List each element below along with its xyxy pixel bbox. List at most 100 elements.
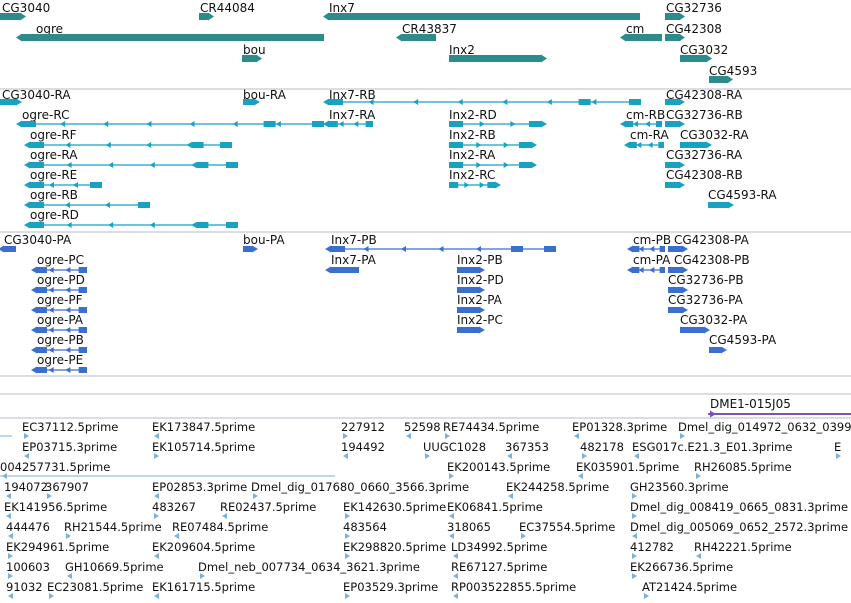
est-label[interactable]: EK035901.5prime: [576, 460, 679, 474]
cds-label[interactable]: ogre-PE: [37, 353, 83, 367]
transcripts-label[interactable]: CG3040-RA: [2, 88, 71, 102]
cds-block[interactable]: [37, 307, 47, 313]
est-label[interactable]: 52598: [404, 420, 441, 434]
cds-block[interactable]: [78, 267, 87, 273]
est-label[interactable]: RE07484.5prime: [172, 520, 268, 534]
cds-block[interactable]: [331, 246, 345, 252]
cds-label[interactable]: CG42308-PB: [674, 253, 750, 267]
est-feature[interactable]: [154, 593, 159, 599]
est-label[interactable]: 367907: [45, 480, 89, 494]
gene-feature[interactable]: [709, 76, 727, 83]
est-feature[interactable]: [644, 593, 649, 599]
exon-block[interactable]: [196, 222, 209, 228]
est-feature[interactable]: [154, 553, 159, 559]
cds-label[interactable]: Inx7-PA: [331, 253, 377, 267]
exon-block[interactable]: [529, 121, 541, 127]
exon-block[interactable]: [665, 99, 679, 105]
est-feature[interactable]: [445, 433, 450, 439]
est-label[interactable]: RP003522855.5prime: [451, 580, 576, 594]
est-label[interactable]: EK161715.5prime: [152, 580, 255, 594]
gene-label[interactable]: CR44084: [200, 1, 255, 15]
est-feature[interactable]: [47, 493, 52, 499]
est-label[interactable]: EK266736.5prime: [630, 560, 733, 574]
exon-block[interactable]: [449, 182, 459, 188]
est-feature[interactable]: [632, 533, 637, 539]
est-feature[interactable]: [345, 593, 350, 599]
exon-block[interactable]: [30, 182, 44, 188]
est-feature[interactable]: [6, 493, 11, 499]
cds-label[interactable]: ogre-PA: [37, 313, 84, 327]
est-label[interactable]: Dmel_dig_014972_0632_0399.: [678, 420, 851, 434]
est-feature[interactable]: [24, 433, 29, 439]
exon-block[interactable]: [449, 121, 463, 127]
gene-feature[interactable]: [680, 55, 706, 62]
gene-label[interactable]: Inx7: [329, 1, 355, 15]
est-label[interactable]: 91032: [6, 580, 43, 594]
est-label[interactable]: RH26085.5prime: [694, 460, 792, 474]
cds-label[interactable]: Inx2-PC: [457, 313, 503, 327]
transcripts-label[interactable]: CG32736-RA: [666, 148, 743, 162]
cds-block[interactable]: [668, 307, 682, 313]
gene-feature[interactable]: [626, 34, 662, 41]
est-label[interactable]: 194072: [4, 480, 48, 494]
est-feature[interactable]: [449, 473, 454, 479]
cds-block[interactable]: [668, 287, 682, 293]
cds-block[interactable]: [243, 246, 252, 252]
exon-block[interactable]: [519, 142, 531, 148]
exon-block[interactable]: [665, 162, 679, 168]
gene-label[interactable]: ogre: [36, 22, 63, 36]
cds-label[interactable]: Inx2-PB: [457, 253, 503, 267]
est-label[interactable]: RE02437.5prime: [220, 500, 316, 514]
cds-block[interactable]: [4, 246, 16, 252]
exon-block[interactable]: [263, 121, 276, 127]
gene-label[interactable]: Inx2: [449, 43, 475, 57]
cds-label[interactable]: cm-PA: [633, 253, 671, 267]
est-feature[interactable]: [345, 513, 350, 519]
exon-block[interactable]: [243, 99, 254, 105]
est-label[interactable]: EK294961.5prime: [6, 540, 109, 554]
est-feature[interactable]: [632, 573, 637, 579]
cds-block[interactable]: [457, 307, 479, 313]
est-label[interactable]: EK209604.5prime: [152, 540, 255, 554]
cds-block[interactable]: [37, 327, 47, 333]
gene-feature[interactable]: [199, 13, 208, 20]
gene-feature[interactable]: [0, 13, 20, 20]
transcripts-label[interactable]: Inx7-RA: [329, 108, 376, 122]
est-label[interactable]: EC37554.5prime: [519, 520, 615, 534]
est-feature[interactable]: [8, 553, 13, 559]
gene-feature[interactable]: [449, 55, 541, 62]
est-feature[interactable]: [632, 553, 637, 559]
cds-block[interactable]: [633, 246, 640, 252]
exon-block[interactable]: [90, 182, 102, 188]
est-label[interactable]: EK200143.5prime: [447, 460, 550, 474]
est-feature[interactable]: [632, 493, 637, 499]
est-feature[interactable]: [49, 593, 54, 599]
cds-label[interactable]: ogre-PB: [37, 333, 84, 347]
est-feature[interactable]: [253, 493, 258, 499]
cds-block[interactable]: [37, 367, 47, 373]
exon-block[interactable]: [329, 99, 343, 105]
cds-label[interactable]: ogre-PD: [37, 273, 85, 287]
est-feature[interactable]: [406, 433, 411, 439]
est-label[interactable]: 483564: [343, 520, 387, 534]
est-label[interactable]: 444476: [6, 520, 50, 534]
est-label[interactable]: 367353: [505, 440, 549, 454]
exon-block[interactable]: [30, 222, 44, 228]
gene-label[interactable]: CR43837: [402, 22, 457, 36]
transcripts-label[interactable]: ogre-RE: [30, 168, 77, 182]
est-feature[interactable]: [66, 533, 71, 539]
est-feature[interactable]: [8, 593, 13, 599]
gene-label[interactable]: CG32736: [666, 1, 722, 15]
gene-feature[interactable]: [665, 34, 679, 41]
exon-block[interactable]: [665, 182, 679, 188]
cds-block[interactable]: [37, 287, 47, 293]
est-feature[interactable]: [453, 573, 458, 579]
exon-block[interactable]: [708, 202, 728, 208]
gene-feature[interactable]: [329, 13, 640, 20]
transcripts-label[interactable]: Inx2-RC: [449, 168, 495, 182]
cds-label[interactable]: CG3032-PA: [680, 313, 748, 327]
est-label[interactable]: EK142630.5prime: [343, 500, 446, 514]
exon-block[interactable]: [191, 142, 204, 148]
est-feature[interactable]: [634, 453, 639, 459]
cds-block[interactable]: [668, 267, 682, 273]
